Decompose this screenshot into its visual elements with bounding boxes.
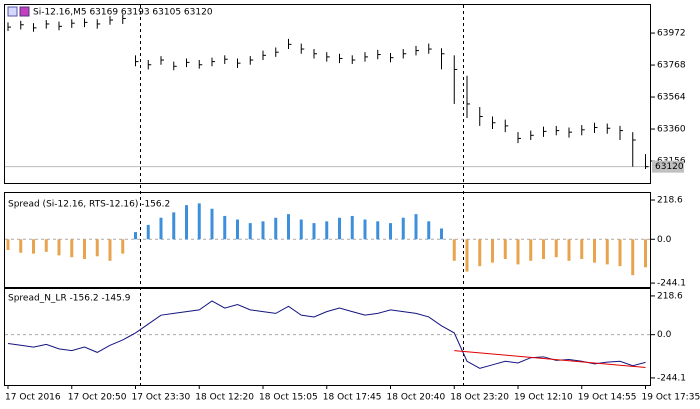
- bar: [146, 224, 150, 240]
- y-tick-label: 63360: [657, 125, 686, 135]
- bar: [414, 214, 418, 240]
- y-tick-label: 63972: [657, 29, 686, 39]
- bar: [44, 239, 48, 252]
- bar: [312, 223, 316, 240]
- spread-line: [7, 300, 646, 369]
- x-tick-label: 19 Oct 14:55: [578, 393, 637, 403]
- bar: [6, 239, 10, 251]
- bar: [338, 217, 341, 240]
- y-tick-label: 63768: [657, 61, 686, 71]
- bar: [134, 232, 137, 240]
- bar: [32, 239, 35, 254]
- x-tick-label: 19 Oct 12:10: [514, 393, 573, 403]
- bar: [83, 239, 86, 260]
- bar: [121, 239, 125, 254]
- bar: [618, 239, 622, 267]
- bar: [529, 239, 533, 261]
- bar: [389, 223, 392, 240]
- bar: [440, 228, 443, 240]
- x-tick-label: 17 Oct 23:30: [132, 393, 191, 403]
- bar: [401, 217, 405, 240]
- bar: [516, 239, 520, 265]
- chart-title: Si-12.16,M5 63169 63193 63105 63120: [33, 8, 213, 18]
- bar: [185, 205, 188, 240]
- panel-frame: [4, 192, 651, 288]
- bar: [465, 239, 469, 272]
- bar: [605, 239, 609, 265]
- bar: [248, 223, 252, 240]
- bar: [503, 239, 507, 260]
- bar: [108, 239, 112, 261]
- bar: [593, 239, 596, 263]
- bar: [159, 217, 163, 240]
- x-tick-label: 18 Oct 15:05: [259, 393, 318, 403]
- x-tick-label: 19 Oct 17:35: [642, 393, 700, 403]
- bar: [542, 239, 545, 260]
- bar: [299, 219, 303, 240]
- panel-title: Spread_N_LR -156.2 -145.9: [8, 294, 131, 304]
- bar: [478, 239, 482, 267]
- x-tick-label: 18 Oct 20:40: [387, 393, 446, 403]
- price-tag-label: 63120: [655, 162, 684, 172]
- bar: [261, 221, 265, 240]
- bar: [197, 203, 201, 240]
- y-tick-label: 218.6: [657, 291, 683, 301]
- bar: [325, 221, 329, 240]
- bar: [580, 239, 584, 260]
- bar: [223, 215, 227, 240]
- bar: [554, 239, 558, 258]
- y-tick-label: 63564: [657, 93, 686, 103]
- window-icon: [19, 6, 30, 17]
- x-tick-label: 18 Oct 17:45: [323, 393, 382, 403]
- bar: [19, 239, 23, 253]
- bar: [567, 239, 571, 261]
- y-tick-label: -244.1: [657, 373, 686, 383]
- bar: [287, 214, 290, 240]
- regression-line: [454, 350, 646, 368]
- panel-frame: [4, 4, 651, 184]
- window-icon: [7, 6, 18, 17]
- x-tick-label: 18 Oct 23:20: [450, 393, 509, 403]
- y-tick-label: 0.0: [657, 330, 672, 340]
- y-tick-label: -244.1: [657, 279, 686, 289]
- panel-frame: [4, 288, 651, 386]
- bar: [274, 217, 278, 240]
- bar: [363, 219, 367, 240]
- bar: [350, 215, 354, 240]
- x-tick-label: 17 Oct 20:50: [68, 393, 127, 403]
- price-tag: [652, 160, 684, 173]
- bar: [631, 239, 635, 276]
- bar: [452, 239, 456, 261]
- x-tick-label: 17 Oct 2016: [5, 393, 61, 403]
- bar: [95, 239, 99, 257]
- bar: [57, 239, 61, 256]
- panel-title: Spread (Si-12.16, RTS-12.16) -156.2: [8, 200, 170, 210]
- bar: [427, 221, 431, 240]
- y-tick-label: 0.0: [657, 235, 672, 245]
- bar: [376, 221, 380, 240]
- bar: [236, 219, 239, 240]
- bar: [172, 212, 176, 240]
- bar: [70, 239, 74, 258]
- bar: [210, 208, 214, 240]
- y-tick-label: 218.6: [657, 196, 683, 206]
- bar: [491, 239, 494, 263]
- bar: [644, 239, 647, 268]
- x-tick-label: 18 Oct 12:20: [195, 393, 254, 403]
